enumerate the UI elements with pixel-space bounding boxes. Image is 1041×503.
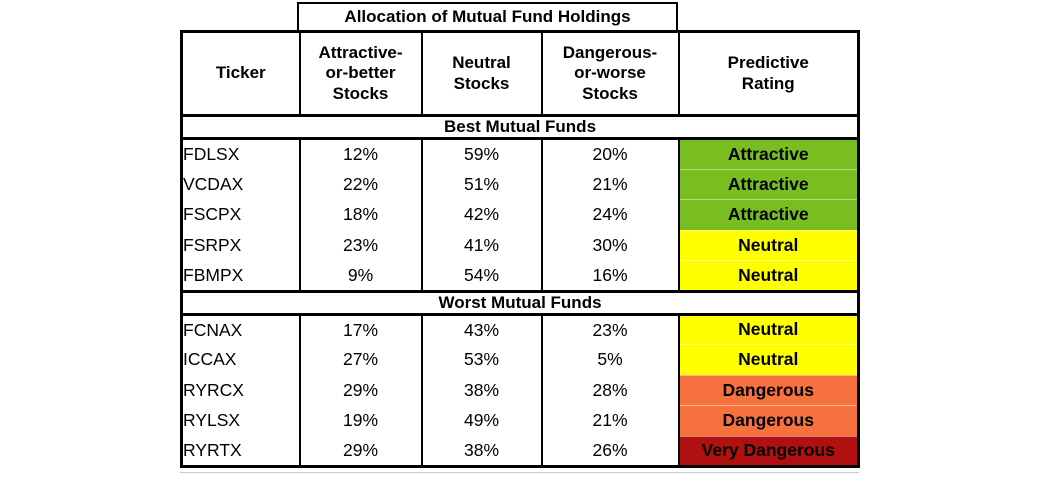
- rating-cell: Neutral: [677, 314, 859, 345]
- attractive-pct-cell: 23%: [298, 230, 422, 261]
- table-row: RYRTX 29% 38% 26% Very Dangerous: [182, 435, 859, 467]
- column-header-dangerous-or-worse-stocks: Dangerous- or-worse Stocks: [540, 31, 679, 116]
- rating-cell: Attractive: [677, 199, 859, 230]
- neutral-pct-cell: 38%: [420, 375, 542, 406]
- dangerous-pct-cell: 16%: [540, 260, 679, 291]
- neutral-pct-cell: 43%: [420, 314, 542, 345]
- table-title: Allocation of Mutual Fund Holdings: [297, 2, 678, 30]
- neutral-pct-cell: 54%: [420, 260, 542, 291]
- table-row: RYLSX 19% 49% 21% Dangerous: [182, 405, 859, 436]
- neutral-pct-cell: 51%: [420, 169, 542, 200]
- table-row: RYRCX 29% 38% 28% Dangerous: [182, 374, 859, 406]
- ticker-cell: RYLSX: [183, 410, 241, 431]
- column-header-neutral-stocks: Neutral Stocks: [420, 31, 542, 116]
- rating-cell: Very Dangerous: [677, 435, 859, 467]
- header-row: Ticker Attractive- or-better Stocks Neut…: [182, 31, 859, 116]
- fund-allocation-table: Allocation of Mutual Fund Holdings Ticke…: [180, 2, 860, 473]
- table-row: VCDAX 22% 51% 21% Attractive: [182, 168, 859, 200]
- attractive-pct-cell: 18%: [298, 199, 422, 230]
- rating-cell: Neutral: [677, 344, 859, 375]
- neutral-pct-cell: 53%: [420, 344, 542, 375]
- column-header-predictive-rating: Predictive Rating: [677, 31, 859, 116]
- attractive-pct-cell: 12%: [298, 138, 422, 169]
- attractive-pct-cell: 22%: [298, 169, 422, 200]
- attractive-pct-cell: 9%: [298, 260, 422, 291]
- bottom-gridline: [180, 472, 859, 473]
- dangerous-pct-cell: 21%: [540, 405, 679, 436]
- table-row: ICCAX 27% 53% 5% Neutral: [182, 344, 859, 375]
- ticker-cell: VCDAX: [183, 173, 244, 194]
- column-header-attractive-or-better-stocks: Attractive- or-better Stocks: [298, 31, 422, 116]
- section-header-row: Best Mutual Funds: [181, 114, 859, 140]
- neutral-pct-cell: 38%: [420, 436, 542, 467]
- dangerous-pct-cell: 26%: [540, 436, 679, 467]
- table-row: FBMPX 9% 54% 16% Neutral: [182, 260, 859, 291]
- rating-cell: Dangerous: [677, 405, 859, 436]
- rating-cell: Attractive: [677, 138, 859, 169]
- table-row: FDLSX 12% 59% 20% Attractive: [182, 138, 859, 169]
- dangerous-pct-cell: 20%: [540, 138, 679, 169]
- attractive-pct-cell: 27%: [298, 344, 422, 375]
- attractive-pct-cell: 19%: [298, 405, 422, 436]
- ticker-cell: FSRPX: [183, 234, 242, 255]
- rating-cell: Neutral: [677, 229, 859, 261]
- table-row: FSRPX 23% 41% 30% Neutral: [182, 229, 859, 261]
- ticker-cell: RYRCX: [183, 379, 244, 400]
- table-row: FSCPX 18% 42% 24% Attractive: [182, 199, 859, 230]
- neutral-pct-cell: 59%: [420, 138, 542, 169]
- ticker-cell: FBMPX: [183, 264, 244, 285]
- rating-cell: Attractive: [677, 168, 859, 200]
- rating-cell: Dangerous: [677, 374, 859, 406]
- dangerous-pct-cell: 21%: [540, 169, 679, 200]
- fund-table: Ticker Attractive- or-better Stocks Neut…: [180, 30, 860, 468]
- neutral-pct-cell: 41%: [420, 230, 542, 261]
- dangerous-pct-cell: 28%: [540, 375, 679, 406]
- section-header-worst-mutual-funds: Worst Mutual Funds: [181, 289, 859, 316]
- neutral-pct-cell: 42%: [420, 199, 542, 230]
- table-row: FCNAX 17% 43% 23% Neutral: [182, 314, 859, 345]
- attractive-pct-cell: 29%: [298, 375, 422, 406]
- ticker-cell: FSCPX: [183, 204, 242, 225]
- dangerous-pct-cell: 23%: [540, 314, 679, 345]
- dangerous-pct-cell: 5%: [540, 344, 679, 375]
- section-header-row: Worst Mutual Funds: [181, 289, 859, 316]
- dangerous-pct-cell: 30%: [540, 230, 679, 261]
- ticker-cell: FDLSX: [183, 144, 240, 164]
- neutral-pct-cell: 49%: [420, 405, 542, 436]
- ticker-cell: ICCAX: [183, 349, 237, 370]
- section-header-best-mutual-funds: Best Mutual Funds: [181, 114, 859, 140]
- rating-cell: Neutral: [677, 260, 859, 291]
- attractive-pct-cell: 29%: [298, 436, 422, 467]
- ticker-cell: RYRTX: [183, 440, 242, 460]
- dangerous-pct-cell: 24%: [540, 199, 679, 230]
- attractive-pct-cell: 17%: [298, 314, 422, 345]
- ticker-cell: FCNAX: [183, 319, 243, 340]
- column-header-ticker: Ticker: [215, 63, 266, 83]
